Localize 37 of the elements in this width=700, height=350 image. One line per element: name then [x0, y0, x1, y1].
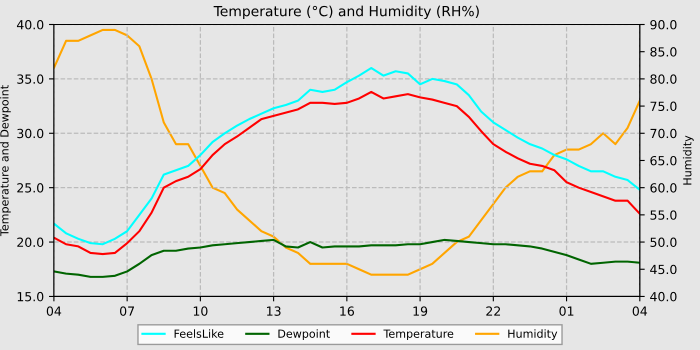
y2-tick-label: 60.0 [650, 183, 677, 193]
y-tick-label: 20.0 [17, 238, 44, 247]
y2-tick-label: 55.0 [650, 210, 677, 220]
y-tick-label: 35.0 [17, 74, 44, 84]
y2-tick-label: 90.0 [650, 20, 677, 30]
line-series [54, 90, 640, 256]
y-tick-label: 40.0 [16, 20, 44, 30]
y2-tick-label: 85.0 [650, 47, 677, 57]
y2-tick-label: 50.0 [650, 238, 677, 247]
x-tick-label: 07 [120, 306, 134, 316]
y-tick-label: 30.0 [17, 128, 44, 138]
legend-label: Temperature [383, 330, 454, 340]
x-tick-label: 10 [194, 306, 208, 316]
y-tick-label: 25.0 [17, 183, 44, 193]
y2-tick-label: 80.0 [650, 74, 677, 84]
y-axis-title: Temperature and Dewpoint [0, 85, 11, 236]
line-series [54, 238, 640, 278]
line-series [54, 28, 640, 276]
x-tick-label: 22 [486, 306, 500, 316]
y2-axis-title: Humidity [682, 136, 694, 185]
x-tick-label: 04 [632, 306, 648, 316]
line-series [54, 66, 640, 246]
legend-label: Dewpoint [278, 329, 330, 340]
y2-tick-label: 40.0 [650, 292, 677, 302]
chart-title: Temperature (°C) and Humidity (RH%) [214, 6, 479, 20]
y2-tick-label: 70.0 [650, 128, 677, 138]
legend-label: Humidity [508, 329, 558, 340]
x-tick-label: 16 [340, 306, 354, 316]
x-tick-label: 01 [559, 306, 574, 316]
x-tick-label: 13 [267, 306, 281, 316]
legend-label: FeelsLike [174, 329, 224, 338]
y2-tick-label: 65.0 [650, 156, 677, 166]
y2-tick-label: 45.0 [650, 264, 677, 274]
y2-tick-label: 75.0 [650, 102, 677, 112]
x-tick-label: 19 [414, 306, 428, 316]
y-tick-label: 15.0 [18, 292, 44, 302]
x-tick-label: 04 [46, 306, 62, 316]
